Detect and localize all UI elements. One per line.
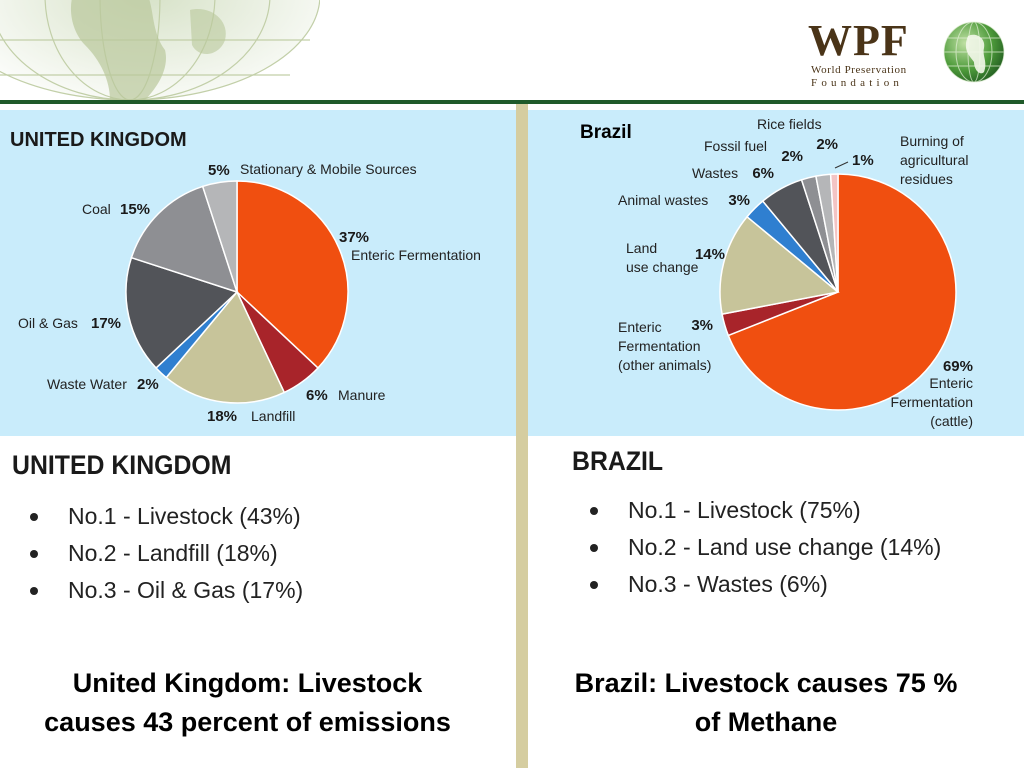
- pie-slice: [727, 173, 957, 411]
- globe-decoration-icon: [0, 0, 320, 101]
- slice-label: 37%Enteric Fermentation: [339, 229, 481, 263]
- category-label: Land: [626, 240, 657, 256]
- category-label: Landfill: [251, 408, 295, 424]
- category-label: Oil & Gas: [18, 315, 78, 331]
- pie-slice: [236, 180, 349, 370]
- category-label: Fossil fuel: [704, 138, 767, 154]
- pie-slice: [719, 215, 840, 315]
- slice-label: 6% Wastes: [692, 165, 774, 182]
- category-label: Waste Water: [47, 376, 127, 392]
- data-label: 3%: [728, 192, 750, 209]
- data-label: 2%: [781, 148, 803, 165]
- column-divider: [516, 104, 528, 768]
- data-label: 37%: [339, 229, 369, 246]
- category-label: Wastes: [692, 165, 738, 181]
- leader-line: [834, 161, 849, 169]
- uk-pie-chart: UNITED KINGDOM 37%Enteric Fermentation 6%…: [10, 129, 481, 425]
- category-label: Rice fields: [757, 116, 822, 132]
- uk-caption: United Kingdom: Livestock causes 43 perc…: [10, 664, 485, 742]
- data-label: 14%: [695, 246, 725, 263]
- bullet-icon: [30, 587, 38, 595]
- logo-line-1: World Preservation: [811, 64, 907, 76]
- data-label: 6%: [752, 165, 774, 182]
- uk-caption-line-2: causes 43 percent of emissions: [44, 707, 451, 737]
- logo-line-2: Foundation: [811, 77, 904, 89]
- slice-label: 3% Enteric Fermentation (other animals): [618, 317, 713, 373]
- slice-label: 69%Enteric Fermentation (cattle): [891, 358, 973, 429]
- bullet-text: No.2 - Land use change (14%): [628, 534, 942, 560]
- data-label: 5%: [208, 162, 230, 179]
- brazil-caption-line-2: of Methane: [694, 707, 838, 737]
- data-label: 18%: [207, 408, 237, 425]
- uk-chart-title: UNITED KINGDOM: [10, 129, 187, 151]
- category-label: agricultural: [900, 152, 968, 168]
- wpf-logo[interactable]: WPF World Preservation Foundation: [808, 16, 1014, 92]
- uk-caption-line-1: United Kingdom: Livestock: [72, 668, 423, 698]
- logo-mark: WPF: [808, 16, 909, 65]
- bullet-icon: [590, 581, 598, 589]
- data-label: 17%: [91, 315, 121, 332]
- slice-label: 6% Manure: [306, 387, 386, 404]
- data-label: 2%: [137, 376, 159, 393]
- slice-label: 2% Fossil fuel: [704, 138, 803, 165]
- uk-chart-panel: UNITED KINGDOM 37% Enteric Fermentation 6%…: [0, 110, 516, 436]
- slice-label: 17% Oil & Gas: [18, 315, 121, 332]
- header-rule: [0, 100, 1024, 104]
- bullet-icon: [590, 544, 598, 552]
- pie-slice: [829, 173, 839, 293]
- pie-slice: [165, 290, 286, 404]
- data-label: 69%: [943, 358, 973, 375]
- slice-label: 1% Burning of agricultural residues: [834, 133, 968, 187]
- data-label: 3%: [691, 317, 713, 334]
- data-label: 6%: [306, 387, 328, 404]
- category-label: Coal: [82, 201, 111, 217]
- uk-section-title: UNITED KINGDOM: [12, 450, 232, 480]
- brazil-chart-panel: Brazil 69% Enteric Fermentation (cattle) 3% E…: [528, 110, 1024, 436]
- data-label: 2%: [816, 136, 838, 153]
- data-label: 15%: [120, 201, 150, 218]
- category-label: Enteric Fermentation: [351, 247, 481, 263]
- category-label: (other animals): [618, 357, 711, 373]
- category-label: (cattle): [930, 413, 973, 429]
- pie-slice: [201, 180, 238, 293]
- bullet-text: No.3 - Oil & Gas (17%): [68, 577, 304, 603]
- category-label: Stationary & Mobile Sources: [240, 161, 417, 177]
- category-label: Burning of: [900, 133, 964, 149]
- pie-slice: [125, 256, 239, 370]
- category-label: Fermentation: [891, 394, 973, 410]
- bullet-icon: [590, 507, 598, 515]
- category-label: residues: [900, 171, 953, 187]
- brazil-pie-chart: Brazil 69%EntericFermentation(cattle)3%E…: [580, 116, 973, 429]
- bullet-text: No.3 - Wastes (6%): [628, 571, 828, 597]
- slice-label: 3% Animal wastes: [618, 192, 750, 209]
- category-label: use change: [626, 259, 699, 275]
- bullet-icon: [30, 513, 38, 521]
- brazil-caption-line-1: Brazil: Livestock causes 75 %: [574, 668, 958, 698]
- bullet-text: No.2 - Landfill (18%): [68, 540, 278, 566]
- data-label: 1%: [852, 152, 874, 169]
- bullet-text: No.1 - Livestock (43%): [68, 503, 301, 529]
- category-label: Manure: [338, 387, 386, 403]
- category-label: Fermentation: [618, 338, 700, 354]
- slice-label: 14% Land use change: [626, 240, 725, 275]
- bullet-icon: [30, 550, 38, 558]
- brazil-chart-title: Brazil: [580, 122, 632, 143]
- slice-label: 18% Landfill: [207, 408, 295, 425]
- globe-icon: [943, 21, 1005, 83]
- slice-label: 15% Coal: [82, 201, 150, 218]
- brazil-caption: Brazil: Livestock causes 75 % of Methane: [540, 664, 992, 742]
- slice-label: 2% Rice fields: [757, 116, 838, 153]
- category-label: Enteric: [929, 375, 973, 391]
- slice-label: 5% Stationary & Mobile Sources: [208, 161, 417, 179]
- bullet-text: No.1 - Livestock (75%): [628, 497, 861, 523]
- brazil-section-title: BRAZIL: [572, 446, 664, 476]
- slice-label: 2% Waste Water: [47, 376, 159, 393]
- category-label: Animal wastes: [618, 192, 708, 208]
- category-label: Enteric: [618, 319, 662, 335]
- header: WPF World Preservation Foundation: [0, 0, 1024, 101]
